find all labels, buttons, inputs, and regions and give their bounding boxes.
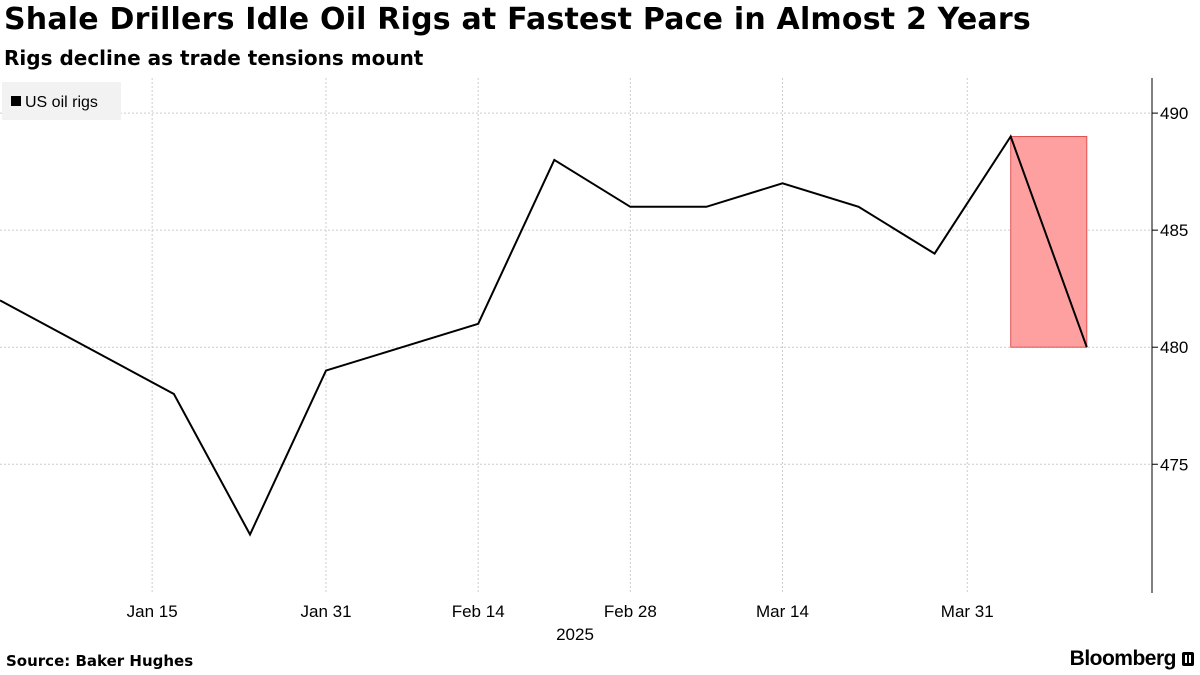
chart-title: Shale Drillers Idle Oil Rigs at Fastest … — [4, 2, 1031, 37]
y-tick-label: 485 — [1160, 221, 1188, 240]
x-tick-label: Jan 15 — [127, 602, 178, 621]
x-axis-labels: Jan 15 Jan 31 Feb 14 Feb 28 Mar 14 Mar 31 2025 — [127, 602, 994, 644]
legend-label: US oil rigs — [25, 94, 98, 111]
y-tick-label: 475 — [1160, 455, 1188, 474]
brand-name: Bloomberg — [1069, 647, 1177, 670]
y-tick-label: 490 — [1160, 104, 1188, 123]
series-lines — [0, 134, 1088, 537]
brand-logo: Bloomberg — [1070, 647, 1194, 671]
x-tick-label: Mar 31 — [941, 602, 994, 621]
x-year-label: 2025 — [556, 625, 594, 644]
line-chart: 475 480 485 490 Jan 15 Jan 31 Feb 14 Feb 28 Mar… — [0, 78, 1188, 644]
legend: US oil rigs — [2, 82, 121, 120]
x-tick-label: Jan 31 — [301, 602, 352, 621]
y-axis: 475 480 485 490 — [1151, 78, 1188, 593]
legend-box — [2, 82, 121, 120]
grid-lines — [0, 78, 1152, 593]
x-tick-label: Feb 14 — [452, 602, 505, 621]
legend-swatch — [11, 96, 21, 106]
chart-subtitle: Rigs decline as trade tensions mount — [4, 46, 424, 70]
x-tick-label: Feb 28 — [604, 602, 657, 621]
x-tick-label: Mar 14 — [756, 602, 809, 621]
source-note: Source: Baker Hughes — [6, 652, 194, 670]
series-line — [0, 134, 1088, 537]
bloomberg-terminal-icon — [1182, 652, 1194, 666]
y-tick-label: 480 — [1160, 338, 1188, 357]
